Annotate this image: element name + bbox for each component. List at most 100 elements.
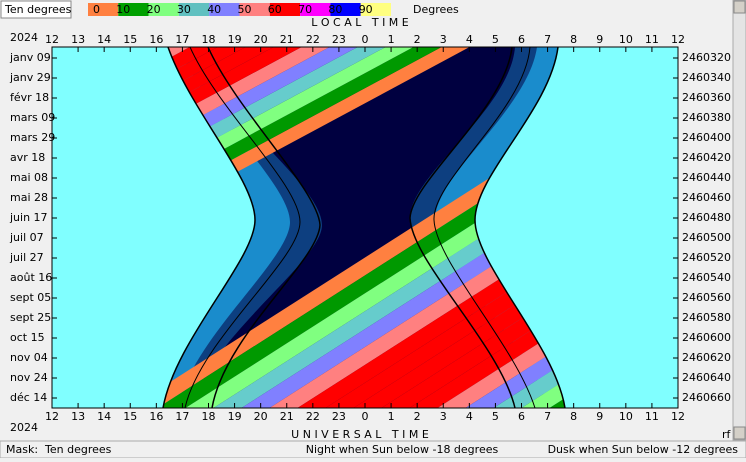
date-label: janv 29 [9, 71, 51, 84]
local-hour-label: 12 [671, 33, 685, 46]
ut-hour-label: 3 [440, 410, 447, 423]
julian-day-label: 2460540 [682, 271, 731, 284]
date-label: sept 05 [10, 291, 51, 304]
ut-hour-label: 12 [671, 410, 685, 423]
julian-day-label: 2460360 [682, 91, 731, 104]
date-label: nov 04 [10, 351, 48, 364]
moon-band [353, 47, 565, 408]
legend-scale-label: 40 [207, 3, 221, 16]
scroll-up[interactable] [733, 0, 746, 14]
legend-unit: Degrees [413, 3, 459, 16]
year-top: 2024 [10, 31, 38, 44]
moon-band [163, 47, 414, 408]
legend-swatch [300, 3, 331, 16]
julian-day-label: 2460400 [682, 131, 731, 144]
ut-hour-label: 6 [518, 410, 525, 423]
dusk-line-right [433, 46, 536, 409]
legend-scale-label: 60 [268, 3, 282, 16]
legend-swatch [88, 3, 119, 16]
mask-box[interactable] [0, 0, 72, 19]
local-hour-label: 13 [71, 33, 85, 46]
date-label: mai 08 [10, 171, 48, 184]
julian-day-label: 2460440 [682, 171, 731, 184]
julian-day-label: 2460380 [682, 111, 731, 124]
local-hour-label: 11 [645, 33, 659, 46]
legend-swatch [118, 3, 149, 16]
date-label: juil 07 [9, 231, 44, 244]
ut-hour-label: 16 [149, 410, 163, 423]
ut-hour-label: 19 [228, 410, 242, 423]
local-hour-label: 14 [97, 33, 111, 46]
local-hour-label: 10 [619, 33, 633, 46]
legend-swatch [178, 3, 210, 16]
date-label: mai 28 [10, 191, 48, 204]
ut-hour-label: 22 [306, 410, 320, 423]
local-hour-label: 20 [254, 33, 268, 46]
date-label: nov 24 [10, 371, 48, 384]
ut-hour-label: 20 [254, 410, 268, 423]
legend-swatch [239, 3, 270, 16]
night-line-left [207, 46, 321, 409]
julian-day-label: 2460560 [682, 291, 731, 304]
moon-band [269, 47, 565, 408]
date-label: juin 17 [9, 211, 48, 224]
julian-day-label: 2460580 [682, 311, 731, 324]
legend-scale-label: 20 [147, 3, 161, 16]
ut-hour-label: 12 [45, 410, 59, 423]
ut-hour-label: 15 [123, 410, 137, 423]
legend-scale-label: 70 [298, 3, 312, 16]
local-hour-label: 12 [45, 33, 59, 46]
local-hour-label: 16 [149, 33, 163, 46]
ut-hour-label: 11 [645, 410, 659, 423]
local-hour-label: 6 [518, 33, 525, 46]
status-night: Night when Sun below -18 degrees [306, 443, 499, 456]
ut-hour-label: 5 [492, 410, 499, 423]
moon-band [325, 47, 565, 408]
ut-hour-label: 9 [596, 410, 603, 423]
boundary-lines [162, 46, 566, 409]
local-hour-label: 0 [362, 33, 369, 46]
local-hour-label: 4 [466, 33, 473, 46]
julian-day-label: 2460480 [682, 211, 731, 224]
date-label: sept 25 [10, 311, 51, 324]
date-label: août 16 [10, 271, 52, 284]
legend-scale-label: 10 [116, 3, 130, 16]
julian-day-label: 2460520 [682, 251, 731, 264]
ut-hour-label: 18 [202, 410, 216, 423]
ut-hour-label: 23 [332, 410, 346, 423]
ut-hour-label: 13 [71, 410, 85, 423]
legend-scale-label: 0 [93, 3, 100, 16]
universal-time-title: U N I V E R S A L T I M E [291, 428, 429, 441]
julian-day-label: 2460600 [682, 331, 731, 344]
ut-hour-label: 2 [414, 410, 421, 423]
local-hour-label: 8 [570, 33, 577, 46]
moon-band [163, 47, 565, 408]
local-hour-label: 23 [332, 33, 346, 46]
scroll-down[interactable] [733, 426, 746, 440]
local-hour-label: 5 [492, 33, 499, 46]
local-hour-label: 7 [544, 33, 551, 46]
legend-swatch [209, 3, 240, 16]
local-time-title: L O C A L T I M E [311, 16, 409, 29]
status-mask: Mask: Ten degrees [6, 443, 112, 456]
corner-label: rf [722, 428, 732, 441]
date-label: oct 15 [10, 331, 45, 344]
ut-hour-label: 0 [362, 410, 369, 423]
ut-hour-label: 7 [544, 410, 551, 423]
local-hour-label: 22 [306, 33, 320, 46]
local-hour-label: 15 [123, 33, 137, 46]
dusk-line-left [184, 46, 301, 409]
ut-hour-label: 21 [280, 410, 294, 423]
moon-band [163, 47, 565, 408]
year-bottom: 2024 [10, 421, 38, 434]
local-hour-label: 2 [414, 33, 421, 46]
legend-scale-label: 50 [238, 3, 252, 16]
scrollbar[interactable] [732, 0, 746, 441]
ut-hour-label: 4 [466, 410, 473, 423]
local-hour-label: 18 [202, 33, 216, 46]
ut-hour-label: 14 [97, 410, 111, 423]
local-hour-label: 9 [596, 33, 603, 46]
moon-band [163, 47, 470, 408]
